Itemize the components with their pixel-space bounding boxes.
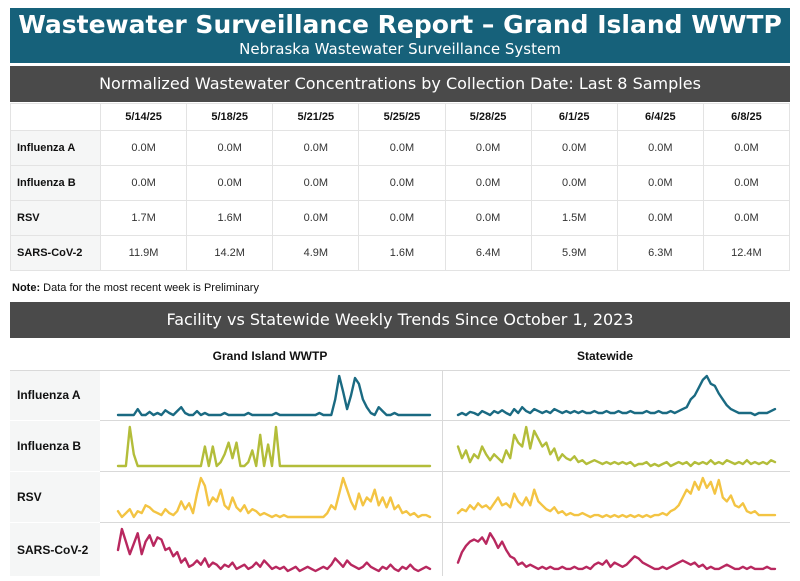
concentration-cell: 0.0M	[702, 200, 791, 236]
concentration-cell: 0.0M	[99, 165, 188, 201]
concentration-cell: 0.0M	[99, 130, 188, 166]
facility-column-title: Grand Island WWTP	[212, 349, 328, 363]
concentration-cell: 14.2M	[186, 235, 274, 271]
concentration-cell: 0.0M	[272, 165, 360, 201]
trend-row-label: Influenza B	[10, 421, 100, 471]
date-header: 5/18/25	[186, 103, 274, 131]
concentration-cell: 5.9M	[530, 235, 618, 271]
report-header: Wastewater Surveillance Report – Grand I…	[10, 8, 790, 63]
concentration-cell: 1.5M	[530, 200, 618, 236]
pathogen-label: SARS-CoV-2	[10, 235, 101, 271]
date-header: 5/14/25	[99, 103, 188, 131]
note-text: Data for the most recent week is Prelimi…	[40, 282, 259, 294]
trend-row-label: SARS-CoV-2	[10, 523, 100, 576]
concentration-cell: 0.0M	[444, 165, 532, 201]
table-row: Influenza B 0.0M 0.0M 0.0M 0.0M 0.0M 0.0…	[10, 165, 791, 201]
concentration-cell: 0.0M	[616, 200, 704, 236]
trend-row-label: Influenza A	[10, 370, 100, 420]
concentration-cell: 0.0M	[358, 130, 446, 166]
concentration-cell: 0.0M	[272, 130, 360, 166]
concentrations-section-title: Normalized Wastewater Concentrations by …	[10, 66, 790, 102]
concentration-cell: 0.0M	[702, 165, 791, 201]
trend-line-statewide-rsv	[456, 476, 777, 519]
date-header: 5/25/25	[358, 103, 446, 131]
concentration-cell: 0.0M	[272, 200, 360, 236]
trend-line-statewide-sars-cov-2	[456, 531, 777, 571]
trend-line-facility-sars-cov-2	[116, 527, 432, 573]
concentration-cell: 6.4M	[444, 235, 532, 271]
date-header: 5/21/25	[272, 103, 360, 131]
trend-line-statewide-influenza-a	[456, 374, 777, 417]
date-header: 5/28/25	[444, 103, 532, 131]
pathogen-label: RSV	[10, 200, 101, 236]
concentration-cell: 6.3M	[616, 235, 704, 271]
concentration-cell: 0.0M	[530, 130, 618, 166]
report-title: Wastewater Surveillance Report – Grand I…	[18, 10, 782, 39]
concentration-cell: 0.0M	[186, 165, 274, 201]
date-header: 6/8/25	[702, 103, 791, 131]
trend-line-statewide-influenza-b	[456, 425, 777, 468]
trends-section-title: Facility vs Statewide Weekly Trends Sinc…	[10, 302, 790, 338]
concentration-cell: 0.0M	[358, 165, 446, 201]
date-header: 6/1/25	[530, 103, 618, 131]
statewide-column-title: Statewide	[576, 349, 633, 363]
table-row: Influenza A 0.0M 0.0M 0.0M 0.0M 0.0M 0.0…	[10, 130, 791, 166]
concentration-cell: 1.6M	[186, 200, 274, 236]
concentration-cell: 11.9M	[99, 235, 188, 271]
concentration-cell: 0.0M	[616, 165, 704, 201]
trend-grid: Influenza A Influenza B RSV SARS-CoV-2	[10, 370, 790, 576]
concentration-cell: 0.0M	[186, 130, 274, 166]
table-row: SARS-CoV-2 11.9M 14.2M 4.9M 1.6M 6.4M 5.…	[10, 235, 791, 271]
concentration-cell: 1.6M	[358, 235, 446, 271]
pathogen-label: Influenza B	[10, 165, 101, 201]
trend-line-facility-rsv	[116, 476, 432, 519]
preliminary-note: Note: Data for the most recent week is P…	[12, 282, 259, 294]
trend-line-facility-influenza-b	[116, 425, 432, 468]
note-label: Note:	[12, 282, 41, 294]
trend-row-label: RSV	[10, 472, 100, 522]
concentration-cell: 0.0M	[616, 130, 704, 166]
concentration-cell: 4.9M	[272, 235, 360, 271]
concentration-cell: 1.7M	[99, 200, 188, 236]
concentration-cell: 0.0M	[702, 130, 791, 166]
concentration-cell: 0.0M	[358, 200, 446, 236]
date-header: 6/4/25	[616, 103, 704, 131]
report-subtitle: Nebraska Wastewater Surveillance System	[239, 40, 561, 58]
concentrations-table: 5/14/25 5/18/25 5/21/25 5/25/25 5/28/25 …	[10, 103, 791, 271]
sparkline-chart	[10, 370, 790, 576]
table-row: RSV 1.7M 1.6M 0.0M 0.0M 0.0M 1.5M 0.0M 0…	[10, 200, 791, 236]
table-header-row: 5/14/25 5/18/25 5/21/25 5/25/25 5/28/25 …	[10, 103, 791, 131]
concentration-cell: 0.0M	[444, 200, 532, 236]
table-corner-cell	[10, 103, 101, 131]
trend-line-facility-influenza-a	[116, 374, 432, 417]
concentration-cell: 0.0M	[444, 130, 532, 166]
concentration-cell: 12.4M	[702, 235, 791, 271]
pathogen-label: Influenza A	[10, 130, 101, 166]
concentration-cell: 0.0M	[530, 165, 618, 201]
